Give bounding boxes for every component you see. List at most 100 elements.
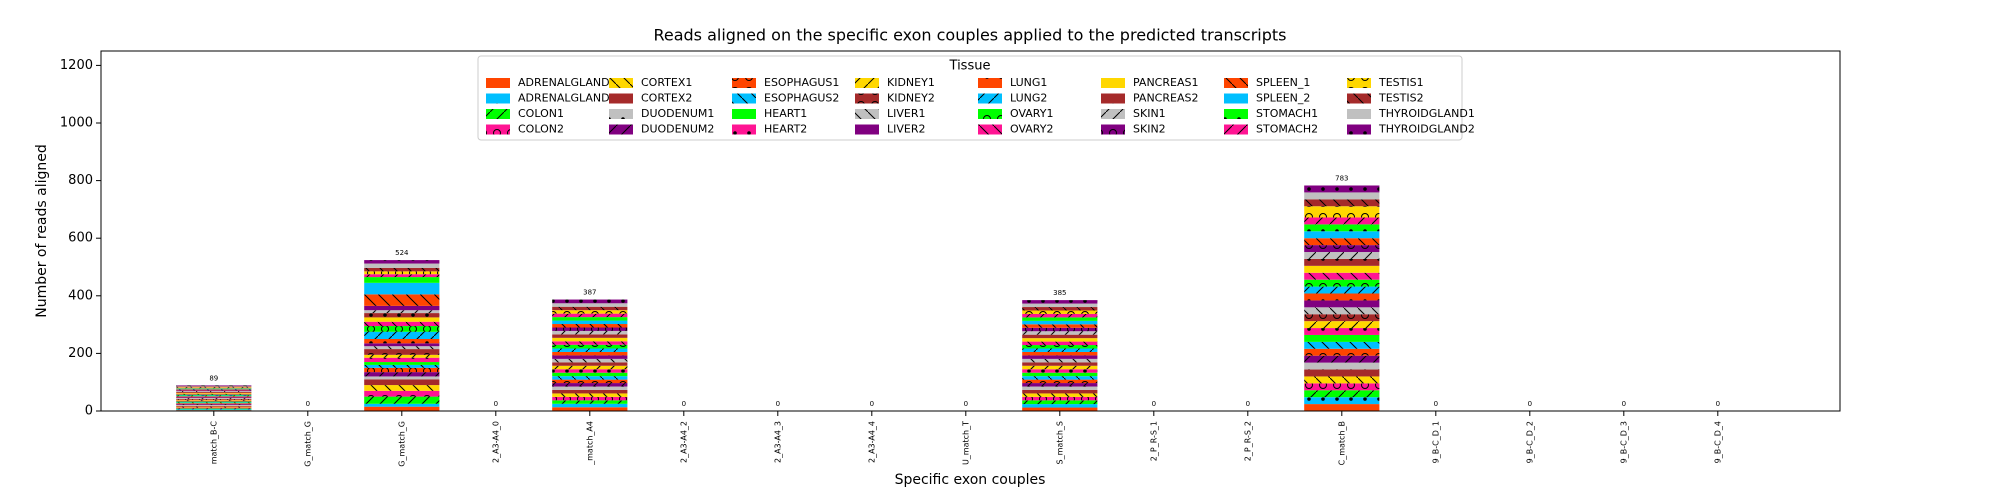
bar-segment — [1022, 400, 1098, 405]
bar-segment — [176, 404, 252, 406]
value-label: 387 — [583, 289, 596, 297]
legend-label: LIVER1 — [887, 107, 926, 120]
bar-segment — [552, 407, 628, 411]
bar-segment — [552, 372, 628, 377]
bar-segment — [552, 396, 628, 401]
bar-segment — [176, 407, 252, 409]
bar-segment — [176, 391, 252, 392]
legend-swatch — [1347, 109, 1371, 119]
legend-swatch — [978, 124, 1002, 135]
bar-segment — [364, 326, 440, 332]
bar-segment — [364, 263, 440, 268]
bar-segment — [1022, 334, 1098, 339]
bar-segment — [1022, 369, 1098, 373]
y-tick-label: 1000 — [60, 116, 93, 131]
bar-segment — [176, 394, 252, 396]
x-tick-label: 9_B-C_D_2 — [1525, 421, 1534, 463]
bar-segment — [1304, 300, 1380, 308]
legend-box — [477, 55, 1463, 141]
bar-segment — [364, 354, 440, 358]
legend-swatch — [855, 78, 879, 88]
bar-segment — [1022, 404, 1098, 408]
legend-label: LUNG2 — [1010, 92, 1047, 105]
value-label: 783 — [1335, 174, 1348, 182]
bar-segment — [552, 358, 628, 363]
legend-label: DUODENUM2 — [641, 123, 714, 136]
legend-label: THYROIDGLAND1 — [1378, 107, 1475, 120]
x-tick-label: match_B-C — [209, 421, 218, 465]
bar-segment — [364, 349, 440, 355]
legend-label: PANCREAS1 — [1133, 76, 1198, 89]
x-tick-label: 2_A3-A4_0 — [491, 421, 500, 463]
legend-swatch — [732, 109, 756, 119]
bar-segment — [1304, 238, 1380, 246]
bar-segment — [1022, 331, 1098, 335]
bar-segment — [364, 313, 440, 318]
legend-swatch — [609, 78, 633, 88]
bar-segment — [1304, 192, 1380, 200]
bar-segment — [552, 310, 628, 314]
bar-segment — [1022, 365, 1098, 370]
legend-swatch — [1347, 78, 1371, 88]
bar-segment — [1022, 362, 1098, 366]
bar-segment — [176, 386, 252, 388]
bar-segment — [1304, 279, 1380, 287]
legend-swatch — [486, 78, 510, 88]
bar-segment — [176, 397, 252, 399]
bar-segment — [364, 372, 440, 377]
bar-segment — [552, 400, 628, 404]
legend-label: COLON1 — [518, 107, 564, 120]
bar-segment — [364, 321, 440, 327]
bar-segment — [176, 401, 252, 403]
bar-segment — [176, 387, 252, 389]
bar-segment — [364, 406, 440, 411]
legend-label: SKIN1 — [1133, 107, 1166, 120]
bar-segment — [552, 351, 628, 356]
legend-swatch — [1224, 124, 1248, 135]
legend-label: LUNG1 — [1010, 76, 1047, 89]
legend-title: Tissue — [949, 59, 991, 74]
bar-segment — [364, 267, 440, 272]
bar-segment — [176, 385, 252, 386]
bar-segment — [1304, 206, 1380, 218]
legend-swatch — [732, 93, 756, 104]
x-tick-label: C_match_B — [1337, 421, 1346, 465]
value-label: 0 — [1716, 400, 1720, 408]
bar-segment — [1304, 217, 1380, 225]
legend-swatch — [1224, 93, 1248, 104]
bar-segment — [176, 408, 252, 410]
bar-segment — [552, 383, 628, 387]
bar-segment — [1304, 293, 1380, 301]
bar-segment — [176, 398, 252, 399]
bar-segment — [364, 362, 440, 365]
bar-segment — [176, 404, 252, 405]
bar-segment — [176, 400, 252, 402]
legend-swatch — [855, 93, 879, 104]
bar-segment — [1022, 324, 1098, 328]
bar-segment — [364, 294, 440, 306]
legend-label: TESTIS1 — [1378, 76, 1424, 89]
bar-segment — [552, 337, 628, 342]
legend-label: DUODENUM1 — [641, 107, 714, 120]
bar-segment — [364, 271, 440, 275]
bar-segment — [364, 385, 440, 391]
legend-label: ESOPHAGUS2 — [764, 92, 839, 105]
bar-segment — [364, 396, 440, 404]
legend-label: OVARY2 — [1010, 123, 1053, 136]
value-label: 0 — [1434, 400, 1438, 408]
legend-label: KIDNEY1 — [887, 76, 935, 89]
legend-swatch — [1224, 109, 1248, 119]
legend-label: CORTEX2 — [641, 92, 692, 105]
y-tick-label: 600 — [68, 231, 93, 246]
y-tick-label: 0 — [85, 404, 93, 419]
bar-segment — [552, 393, 628, 397]
x-tick-label: 9_B-C_D_4 — [1713, 421, 1722, 463]
bar-segment — [1304, 376, 1380, 384]
bar-segment — [552, 341, 628, 345]
bar-segment — [176, 403, 252, 405]
y-tick-label: 1200 — [60, 58, 93, 73]
bar-segment — [1022, 320, 1098, 325]
bar-segment — [1304, 383, 1380, 391]
x-tick-label: G_match_G — [303, 421, 312, 467]
bar-segment — [1022, 383, 1098, 387]
